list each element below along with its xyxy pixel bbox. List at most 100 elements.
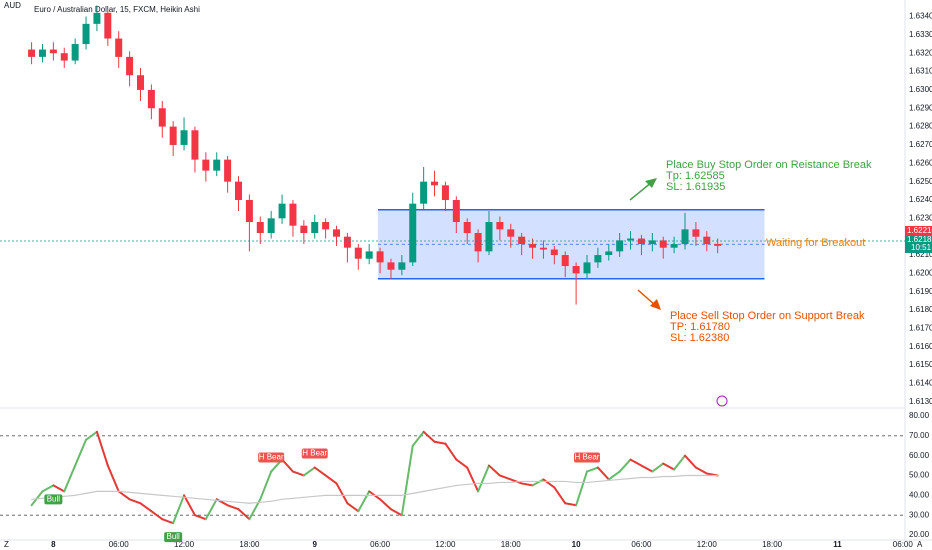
rsi-ma-segment (292, 496, 305, 499)
rsi-ma-segment (183, 496, 196, 499)
rsi-segment (324, 474, 338, 485)
rsi-ma-segment (629, 476, 643, 480)
rsi-segment (237, 508, 251, 521)
candle-body (507, 229, 515, 237)
y-tick-label: 1.62900 (909, 103, 932, 112)
rsi-ma-segment (488, 481, 501, 485)
candle-body (343, 236, 351, 248)
candle-body (126, 56, 134, 76)
candle-body (104, 12, 112, 39)
rsi-ma-segment (281, 497, 294, 500)
x-tick-label: 06:00 (893, 540, 914, 549)
rsi-ma-segment (564, 480, 577, 484)
candle-body (38, 49, 46, 57)
y-tick-label: 1.62700 (909, 140, 932, 149)
rsi-segment (422, 430, 436, 443)
rsi-ma-segment (216, 499, 229, 502)
candle-body (398, 262, 406, 270)
rsi-segment (651, 462, 665, 473)
rsi-ma-segment (673, 474, 686, 478)
y-tick-label: 1.63000 (909, 85, 932, 94)
candle-body (311, 222, 319, 234)
candle-body (627, 238, 635, 241)
rsi-segment (618, 458, 632, 473)
rsi-segment (117, 490, 131, 501)
sell-arrowhead (650, 299, 661, 310)
price-tag-current (905, 236, 932, 253)
candle-body (659, 240, 667, 248)
x-tick-label: 9 (313, 540, 318, 549)
rsi-segment (444, 442, 458, 461)
rsi-segment (411, 430, 425, 447)
rsi-ma-segment (401, 492, 414, 496)
rsi-segment (487, 464, 501, 477)
signal-label: Bull (47, 495, 61, 504)
rsi-segment (520, 482, 534, 487)
rsi-ma-segment (227, 500, 240, 503)
candle-body (431, 181, 439, 186)
price-tag-last (905, 226, 932, 236)
candle-body (561, 255, 569, 267)
rsi-segment (596, 466, 610, 481)
candle-body (463, 222, 471, 234)
rsi-segment (193, 514, 207, 521)
candle-body (420, 181, 428, 204)
currency: AUD (4, 1, 21, 10)
rsi-segment (74, 438, 88, 467)
rsi-ma-segment (237, 501, 250, 504)
rsi-ma-segment (85, 490, 98, 494)
rsi-segment (389, 508, 403, 517)
candle-body (180, 130, 188, 145)
rsi-segment (466, 466, 480, 493)
axis-button[interactable]: A (917, 540, 923, 549)
candle-body (147, 89, 155, 109)
y-tick-label: 1.61900 (909, 287, 932, 296)
rsi-ma-segment (205, 498, 218, 501)
candle-body (93, 12, 101, 24)
axis-button[interactable]: Z (4, 540, 9, 549)
rsi-ma-segment (63, 494, 76, 497)
alert-icon[interactable] (716, 395, 728, 407)
y-tick-label: 40.00 (909, 490, 930, 499)
y-tick-label: 1.62600 (909, 158, 932, 167)
rsi-ma-segment (118, 490, 131, 493)
candle-body (354, 247, 362, 259)
signal-label: H Bear (259, 453, 284, 462)
rsi-ma-segment (161, 494, 174, 497)
candle-body (518, 236, 526, 245)
candle-body (539, 247, 547, 250)
buy-sl: SL: 1.61935 (666, 181, 725, 193)
rsi-segment (564, 502, 578, 507)
rsi-segment (673, 454, 687, 471)
candle-body (616, 240, 624, 252)
candle-body (191, 130, 199, 160)
rsi-ma-segment (303, 495, 316, 498)
y-tick-label: 1.62100 (909, 250, 932, 259)
y-tick-label: 1.61800 (909, 305, 932, 314)
rsi-segment (455, 458, 469, 469)
candle-body (474, 233, 482, 252)
candle-body (703, 236, 711, 245)
candle-body (115, 38, 123, 57)
rsi-ma-segment (74, 492, 87, 496)
candle-body (245, 199, 253, 223)
rsi-segment (281, 458, 294, 473)
x-tick-label: 12:00 (174, 540, 195, 549)
rsi-segment (106, 464, 120, 493)
wait-annotation: Waiting for Breakout (766, 237, 865, 249)
rsi-ma-segment (423, 488, 436, 492)
buy-arrow (629, 181, 653, 201)
candle-body (213, 159, 221, 171)
rsi-ma-segment (586, 480, 599, 484)
rsi-segment (433, 440, 447, 445)
y-tick-label: 1.63400 (909, 12, 932, 21)
y-tick-label: 1.62500 (909, 177, 932, 186)
rsi-segment (302, 466, 316, 477)
candle-body (136, 75, 144, 90)
candle-body (71, 44, 79, 61)
y-tick-label: 1.61300 (909, 397, 932, 406)
signal-label: Bull (166, 532, 180, 541)
buy-tp: Tp: 1.62585 (666, 170, 725, 182)
sell-sl: SL: 1.62380 (670, 332, 729, 344)
